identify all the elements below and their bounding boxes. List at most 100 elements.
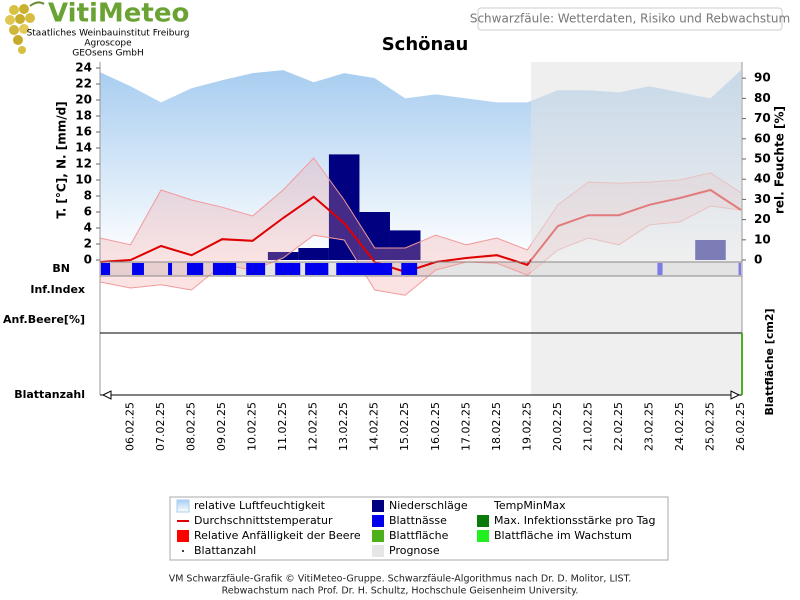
row-label: Inf.Index (30, 283, 85, 296)
y-axis-label: T. [°C], N. [mm/d] (55, 101, 69, 218)
y2-tick-label: 60 (754, 131, 771, 145)
y-tick-label: 2 (84, 237, 92, 251)
y2-tick-label: 30 (754, 192, 771, 206)
y-tick-label: 6 (84, 205, 92, 219)
y2-tick-label: 90 (754, 71, 771, 85)
precipitation-bar (267, 252, 299, 260)
legend-label: Max. Infektionsstärke pro Tag (494, 514, 655, 527)
leaf-wetness (336, 263, 393, 275)
axis-arrows (101, 390, 741, 400)
legend-swatch (372, 515, 384, 527)
leaf-wetness (168, 263, 173, 275)
leaf-wetness (305, 263, 329, 275)
y2-tick-label: 40 (754, 172, 771, 186)
row-label: Blattanzahl (14, 388, 85, 401)
y2-tick-label: 20 (754, 212, 771, 226)
legend-items: relative Luftfeuchtigkeit Durchschnittste… (176, 499, 655, 557)
y2-tick-label: 50 (754, 151, 771, 165)
y-tick-label: 22 (75, 77, 92, 91)
y-tick-label: 16 (75, 125, 92, 139)
x-tick-label: 07.02.25 (154, 402, 167, 451)
x-tick-label: 14.02.25 (368, 402, 381, 451)
legend-label: Durchschnittstemperatur (194, 514, 333, 527)
footer: VM Schwarzfäule-Grafik © VitiMeteo-Grupp… (169, 574, 632, 585)
title-box (477, 7, 783, 31)
legend-swatch (372, 500, 384, 512)
y-tick-label: 12 (75, 157, 92, 171)
legend-label: Blattnässe (389, 514, 447, 527)
x-tick-label: 24.02.25 (673, 402, 686, 451)
row-label: Anf.Beere[%] (3, 313, 85, 326)
row-label: BN (52, 262, 70, 275)
legend-swatch (182, 550, 184, 552)
logo-text: VitiMeteo (48, 0, 189, 29)
y-tick-label: 14 (75, 141, 92, 155)
x-tick-label: 08.02.25 (185, 402, 198, 451)
institute: Agroscope (84, 39, 132, 49)
legend-label: Prognose (389, 544, 440, 557)
legend-swatch (477, 530, 489, 542)
x-tick-label: 18.02.25 (490, 402, 503, 451)
legend-label: Relative Anfälligkeit der Beere (194, 529, 361, 542)
legend-label: Blattanzahl (194, 544, 256, 557)
legend (169, 496, 669, 561)
x-tick-label: 06.02.25 (124, 402, 137, 451)
x-tick-label: 11.02.25 (276, 402, 289, 451)
legend-label: TempMinMax (493, 499, 566, 512)
legend-label: Niederschläge (389, 499, 468, 512)
x-tick-label: 10.02.25 (246, 402, 259, 451)
x-tick-label: 13.02.25 (337, 402, 350, 451)
y2-tick-label: 0 (754, 253, 762, 267)
x-tick-label: 17.02.25 (459, 402, 472, 451)
x-tick-label: 16.02.25 (429, 402, 442, 451)
leaf-wetness (246, 263, 266, 275)
footer: Rebwachstum nach Prof. Dr. H. Schultz, H… (222, 586, 579, 597)
x-tick-label: 19.02.25 (520, 402, 533, 451)
legend-swatch (176, 499, 190, 513)
legend-label: Blattfläche im Wachstum (494, 529, 632, 542)
y-tick-label: 20 (75, 93, 92, 107)
x-tick-label: 25.02.25 (703, 402, 716, 451)
legend-swatch (477, 515, 489, 527)
leaf-wetness (186, 263, 204, 275)
leaf-wetness (100, 263, 111, 275)
x-tick-label: 12.02.25 (307, 402, 320, 451)
legend-swatch (177, 530, 189, 542)
x-tick-label: 15.02.25 (398, 402, 411, 451)
legend-swatch (372, 530, 384, 542)
legend-label: relative Luftfeuchtigkeit (194, 499, 326, 512)
chart-title: Schönau (382, 34, 469, 55)
x-tick-label: 22.02.25 (612, 402, 625, 451)
precipitation-bar (359, 212, 390, 260)
y2-axis-label: rel. Feuchte [%] (773, 106, 787, 214)
y-tick-label: 8 (84, 189, 92, 203)
leaf-wetness (132, 263, 144, 275)
x-tick-label: 20.02.25 (551, 402, 564, 451)
y2-tick-label: 10 (754, 232, 771, 246)
y2-tick-label: 70 (754, 111, 771, 125)
y-tick-label: 18 (75, 109, 92, 123)
leaf-wetness (401, 263, 418, 275)
precipitation-bar (389, 230, 421, 260)
y-tick-label: 0 (84, 253, 92, 267)
institute: GEOsens GmbH (72, 49, 143, 59)
leaf-wetness (212, 263, 237, 275)
right-row-label: Blattfläche [cm2] (763, 308, 776, 415)
institute: Staatliches Weinbauinstitut Freiburg (27, 29, 190, 39)
x-tick-label: 26.02.25 (734, 402, 747, 451)
legend-swatch (372, 545, 384, 557)
x-tick-label: 21.02.25 (581, 402, 594, 451)
y-tick-label: 4 (84, 221, 92, 235)
x-tick-label: 23.02.25 (642, 402, 655, 451)
y-tick-label: 24 (75, 61, 92, 75)
precipitation-bar (298, 248, 329, 260)
x-tick-label: 09.02.25 (215, 402, 228, 451)
page-title: Schwarzfäule: Wetterdaten, Risiko und Re… (470, 12, 790, 26)
legend-label: Blattfläche (389, 529, 449, 542)
prognosis-area (531, 62, 742, 395)
logo (5, 1, 45, 54)
leaf-wetness (275, 263, 301, 275)
y2-tick-label: 80 (754, 91, 771, 105)
